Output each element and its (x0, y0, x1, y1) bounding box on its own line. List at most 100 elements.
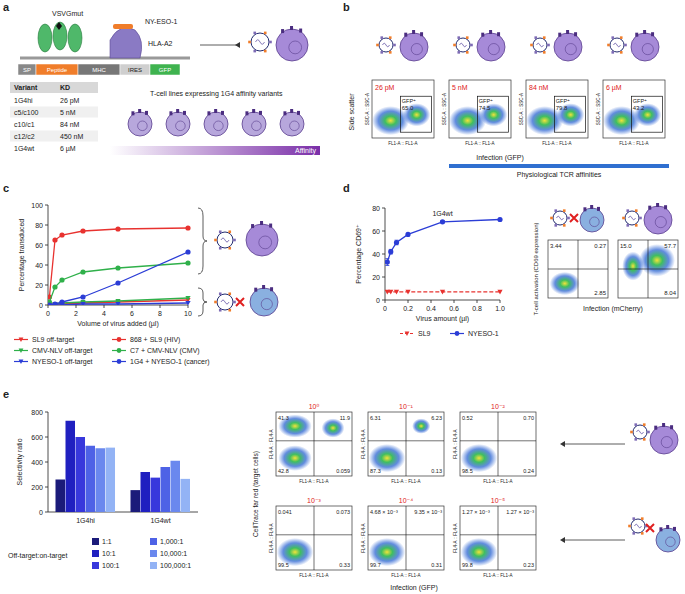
block-icon (646, 524, 654, 532)
quadrant-line (406, 506, 407, 570)
receptor-icon (169, 111, 172, 115)
spike-icon (219, 230, 222, 233)
spike-icon (643, 438, 646, 441)
spike-icon (626, 224, 629, 227)
receptor-icon (176, 109, 179, 113)
tick (382, 300, 385, 301)
label: 11.9 (340, 415, 350, 421)
marker (52, 302, 57, 305)
marker (455, 331, 460, 336)
tick-label: 1.0 (495, 305, 505, 312)
density-cloud (622, 252, 644, 281)
nucleus-icon (655, 217, 666, 228)
cell-icon (656, 528, 680, 552)
tick-label: 200 (31, 484, 43, 491)
rna-icon (221, 238, 229, 242)
block-icon (236, 298, 244, 306)
panel-label: c (3, 182, 9, 194)
spike-icon (611, 51, 614, 54)
gate (555, 96, 586, 132)
vsvg-icon (38, 24, 52, 52)
rna-icon (383, 43, 390, 47)
block-icon (570, 214, 578, 222)
label: NY-ESO-1 (145, 18, 178, 25)
label: 8.04 (664, 290, 676, 296)
series-line (49, 263, 188, 302)
label: FL1-A :: FL1-A (465, 141, 494, 146)
label: 99.5 (278, 562, 289, 568)
label: 98.5 (462, 468, 473, 474)
gate (478, 96, 509, 132)
label: GFP⁺ (556, 98, 570, 104)
spike-icon (634, 423, 637, 426)
spike-icon (214, 301, 217, 304)
label: FL1-A :: FL1-A (483, 573, 512, 578)
label: 74.5 (479, 105, 491, 111)
arrow (564, 444, 625, 445)
label: 0.23 (523, 562, 534, 568)
x-axis (385, 300, 500, 301)
mutation-star (56, 22, 62, 30)
spike-icon (620, 36, 623, 39)
tick (48, 305, 49, 308)
tick-label: 0.2 (403, 305, 413, 312)
spike-icon (635, 224, 638, 227)
receptor-icon (648, 206, 651, 210)
virus-icon (217, 294, 233, 310)
marker (80, 228, 85, 233)
spike-icon (228, 230, 231, 233)
cell-icon (400, 33, 428, 61)
title: 1G4wt (432, 210, 452, 217)
quadrant-line (460, 534, 536, 535)
label: 5 nM (60, 109, 76, 116)
label: SSC-A :: SSC-A (519, 93, 524, 125)
axis-label: Percentage CD69⁺ (355, 224, 363, 284)
receptor-icon (283, 111, 286, 115)
label: 10⁻⁴ (399, 497, 414, 504)
receptor-icon (654, 426, 657, 430)
label: FL4-A :: FL4-A (453, 523, 458, 552)
rna-icon (557, 216, 564, 220)
label: 65.0 (402, 105, 414, 111)
tick (382, 208, 385, 209)
legend-entry: 100,000:1 (160, 562, 191, 569)
flow-plot (276, 506, 352, 570)
tick (408, 300, 409, 303)
quadrant-line (368, 534, 444, 535)
label: GFP⁺ (402, 98, 416, 104)
legend-entry: 1,000:1 (160, 538, 183, 545)
label: 0.041 (278, 509, 292, 515)
tick-label: 4 (102, 310, 106, 317)
legend-swatch (150, 562, 157, 569)
label: Side scatter (348, 93, 355, 131)
line-chart: 02040608000.20.40.60.81.0Virus amount (µ… (355, 205, 505, 324)
bracket-bar (449, 164, 669, 168)
cell-icon (631, 33, 659, 61)
mhc-icon (110, 28, 142, 58)
label: 84 nM (60, 121, 80, 128)
spike-icon (628, 525, 631, 528)
panel-label: d (343, 182, 350, 194)
cell-icon (246, 224, 278, 256)
label: SSC-A :: SSC-A (365, 93, 370, 125)
spike-icon (620, 51, 623, 54)
quadrant-line (406, 412, 407, 476)
label: 6.31 (370, 415, 381, 421)
flow-plot (548, 240, 608, 298)
receptor-icon (131, 111, 134, 115)
label: 10⁻⁵ (491, 497, 505, 504)
label: 0.24 (523, 468, 534, 474)
marker (185, 225, 190, 230)
spike-icon (457, 36, 460, 39)
label: 0.13 (431, 468, 442, 474)
marker (185, 296, 190, 301)
quadrant-line (276, 534, 352, 535)
receptor-icon (635, 33, 638, 37)
bar (181, 479, 191, 512)
virus-icon (625, 211, 639, 225)
spike-icon (635, 209, 638, 212)
arrow (564, 540, 625, 541)
quadrant-line (498, 412, 499, 476)
flow-plot (460, 506, 536, 570)
spike-icon (554, 224, 557, 227)
